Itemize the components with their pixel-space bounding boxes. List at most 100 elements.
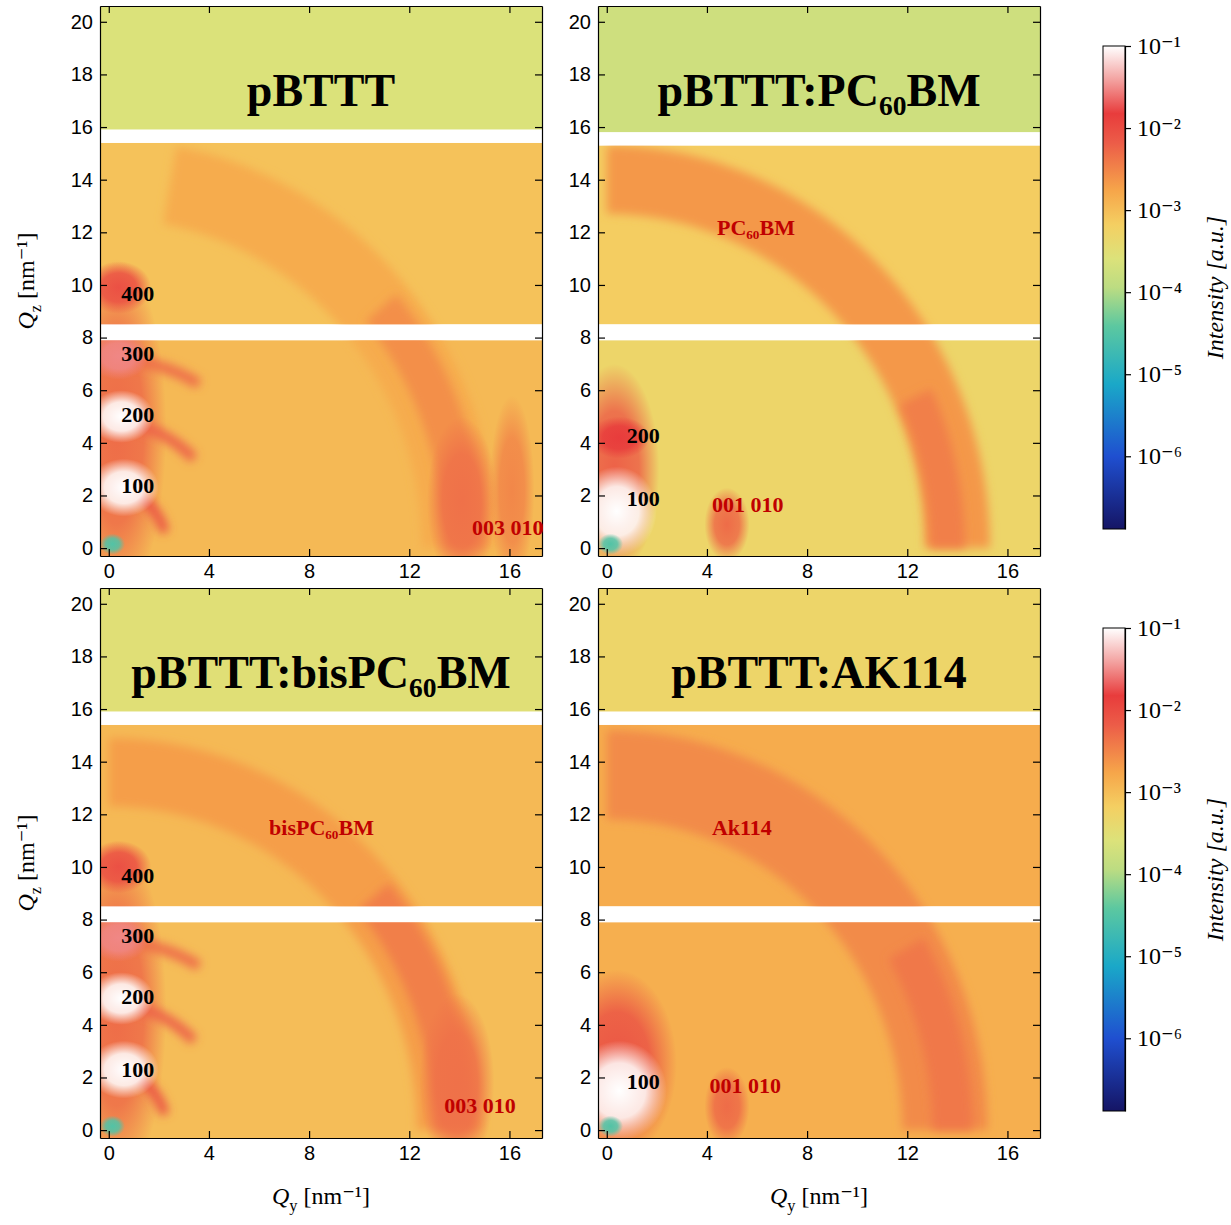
axis-line xyxy=(598,589,599,1139)
tick-label: 0 xyxy=(104,1142,115,1164)
tick xyxy=(109,6,110,13)
tick-mark xyxy=(535,1077,542,1078)
ring xyxy=(900,389,965,548)
tick: 16 xyxy=(997,1131,1019,1164)
tick: 0 xyxy=(580,1119,605,1141)
panel-title: pBTTT:bisPC₆₀BM xyxy=(131,647,510,698)
tick-mark xyxy=(535,180,542,181)
peak xyxy=(100,1041,159,1099)
x-axis: 0481216 xyxy=(101,549,543,582)
tick-mark xyxy=(1033,1025,1040,1026)
tick xyxy=(1007,6,1008,13)
peak xyxy=(598,1116,623,1137)
axis-line xyxy=(1040,589,1041,1139)
tick: 10⁻⁶ xyxy=(1125,1025,1182,1051)
background-band xyxy=(598,6,1040,132)
axis-line xyxy=(100,589,101,1139)
tick-mark xyxy=(807,588,808,595)
annotation: 300 xyxy=(121,923,154,948)
tick-mark xyxy=(100,656,107,657)
axis-line xyxy=(101,588,543,589)
tick-mark xyxy=(807,1131,808,1138)
y-axis-right xyxy=(535,589,543,1139)
tick-mark xyxy=(535,548,542,549)
panel: 048121602468101214161820400300200100003 … xyxy=(13,588,543,1215)
x-axis-top xyxy=(101,6,543,13)
tick: 4 xyxy=(702,549,713,582)
tick-label: 0 xyxy=(82,1119,93,1141)
tick xyxy=(1033,709,1040,710)
tick-label: 16 xyxy=(569,116,591,138)
annotation: 100 xyxy=(627,486,660,511)
tick-mark xyxy=(598,814,605,815)
tick xyxy=(1033,232,1040,233)
x-axis-title: Qy [nm⁻¹] xyxy=(272,1183,370,1215)
tick-label: 10⁻³ xyxy=(1137,779,1181,805)
tick: 8 xyxy=(802,1131,813,1164)
tick-mark xyxy=(1007,549,1008,556)
tick-label: 10⁻⁶ xyxy=(1137,1025,1182,1051)
tick xyxy=(1033,495,1040,496)
tick-mark xyxy=(1007,588,1008,595)
y-axis: 02468101214161820 xyxy=(71,7,107,560)
tick-label: 8 xyxy=(304,1142,315,1164)
tick-label: 18 xyxy=(569,63,591,85)
tick-label: 0 xyxy=(104,560,115,582)
tick xyxy=(907,6,908,13)
tick-label: 2 xyxy=(580,1066,591,1088)
tick xyxy=(807,6,808,13)
tick: 12 xyxy=(569,803,605,825)
tick-mark xyxy=(209,588,210,595)
tick xyxy=(409,588,410,595)
tick xyxy=(1033,656,1040,657)
tick: 10 xyxy=(71,856,107,878)
tick-label: 12 xyxy=(897,1142,919,1164)
tick-mark xyxy=(1033,1130,1040,1131)
tick-mark xyxy=(607,588,608,595)
tick-mark xyxy=(100,443,107,444)
tick: 4 xyxy=(580,1014,605,1036)
tick-mark xyxy=(707,6,708,13)
tick xyxy=(1033,74,1040,75)
tick-label: 2 xyxy=(82,1066,93,1088)
tick-mark xyxy=(1033,548,1040,549)
tick xyxy=(1033,1130,1040,1131)
tick-mark xyxy=(1125,456,1131,457)
tick: 8 xyxy=(82,908,107,930)
tick-label: 10⁻¹ xyxy=(1137,615,1181,641)
tick: 6 xyxy=(580,379,605,401)
tick xyxy=(1033,867,1040,868)
tick-mark xyxy=(100,762,107,763)
ring xyxy=(889,938,973,1130)
tick-label: 0 xyxy=(602,560,613,582)
tick-mark xyxy=(1125,292,1131,293)
tick: 10⁻⁵ xyxy=(1125,943,1182,969)
tick: 10⁻³ xyxy=(1125,197,1181,223)
tick-label: 4 xyxy=(702,1142,713,1164)
tick-mark xyxy=(535,337,542,338)
peak xyxy=(598,970,677,1138)
tick-mark xyxy=(1007,6,1008,13)
peak xyxy=(100,1116,125,1137)
tick-mark xyxy=(1033,22,1040,23)
tick-label: 14 xyxy=(71,751,93,773)
tick-label: 4 xyxy=(204,560,215,582)
tick-mark xyxy=(535,232,542,233)
tick xyxy=(1033,443,1040,444)
tick-label: 12 xyxy=(71,803,93,825)
tick xyxy=(907,588,908,595)
tick xyxy=(535,604,542,605)
tick: 4 xyxy=(82,432,107,454)
tick-mark xyxy=(598,285,605,286)
tick-mark xyxy=(907,588,908,595)
tick-mark xyxy=(598,337,605,338)
tick-label: 20 xyxy=(569,593,591,615)
tick-mark xyxy=(409,6,410,13)
tick-label: 10⁻⁶ xyxy=(1137,443,1182,469)
tick xyxy=(1033,180,1040,181)
y-axis-title: Qz [nm⁻¹] xyxy=(13,232,45,329)
tick-label: 10⁻⁴ xyxy=(1137,861,1182,887)
tick-mark xyxy=(1033,74,1040,75)
plot-area xyxy=(598,588,1040,1138)
tick xyxy=(535,127,542,128)
